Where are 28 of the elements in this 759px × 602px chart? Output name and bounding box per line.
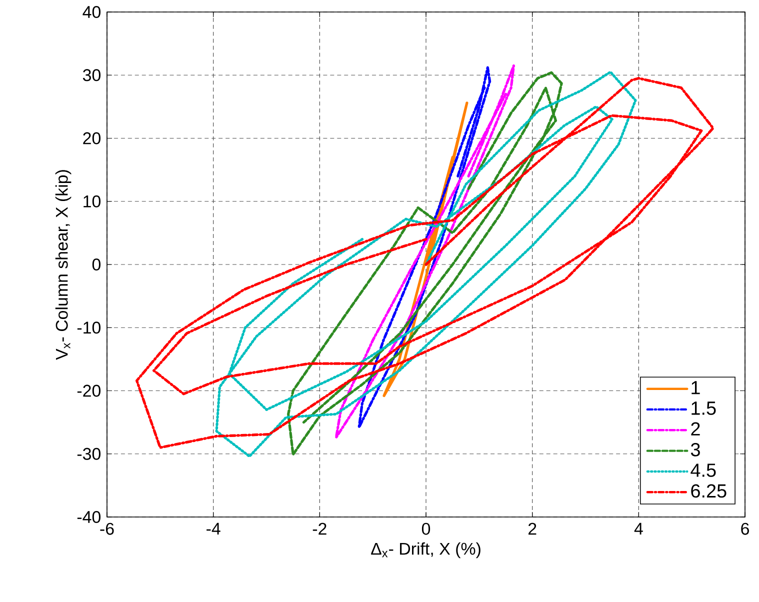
legend-label: 4.5 <box>690 464 716 477</box>
y-tick-label: 10 <box>84 195 100 208</box>
y-tick-label: 20 <box>83 132 100 144</box>
line-series <box>287 71 563 456</box>
legend-label: 3 <box>690 442 700 456</box>
x-tick-label: 0 <box>422 522 430 535</box>
x-tick-label: 6 <box>741 522 749 535</box>
y-axis-title: V$_{x}$- Column shear, X (kip) <box>55 170 72 360</box>
line-series <box>215 70 637 458</box>
y-tick-label: -20 <box>77 384 100 397</box>
x-tick-label: 4 <box>634 522 643 534</box>
legend-label: 1 <box>692 381 700 394</box>
x-tick-label: -6 <box>100 522 114 535</box>
y-tick-label: 0 <box>92 258 101 271</box>
y-tick-label: -40 <box>77 511 100 523</box>
y-tick-label: -10 <box>77 322 100 334</box>
y-tick-label: 40 <box>82 6 100 18</box>
line-series <box>334 64 516 439</box>
x-tick-label: -4 <box>206 522 220 534</box>
y-tick-label: -30 <box>77 448 100 460</box>
line-series <box>358 66 492 429</box>
x-tick-label: 2 <box>528 522 536 535</box>
x-axis-title: Δ$_{x}$- Drift, X (%) <box>371 542 480 558</box>
legend-label: 2 <box>691 422 700 436</box>
legend-label: 1.5 <box>692 402 716 415</box>
y-tick-label: 30 <box>82 69 100 82</box>
x-tick-label: -2 <box>312 522 326 535</box>
legend-label: 6.25 <box>691 484 726 498</box>
